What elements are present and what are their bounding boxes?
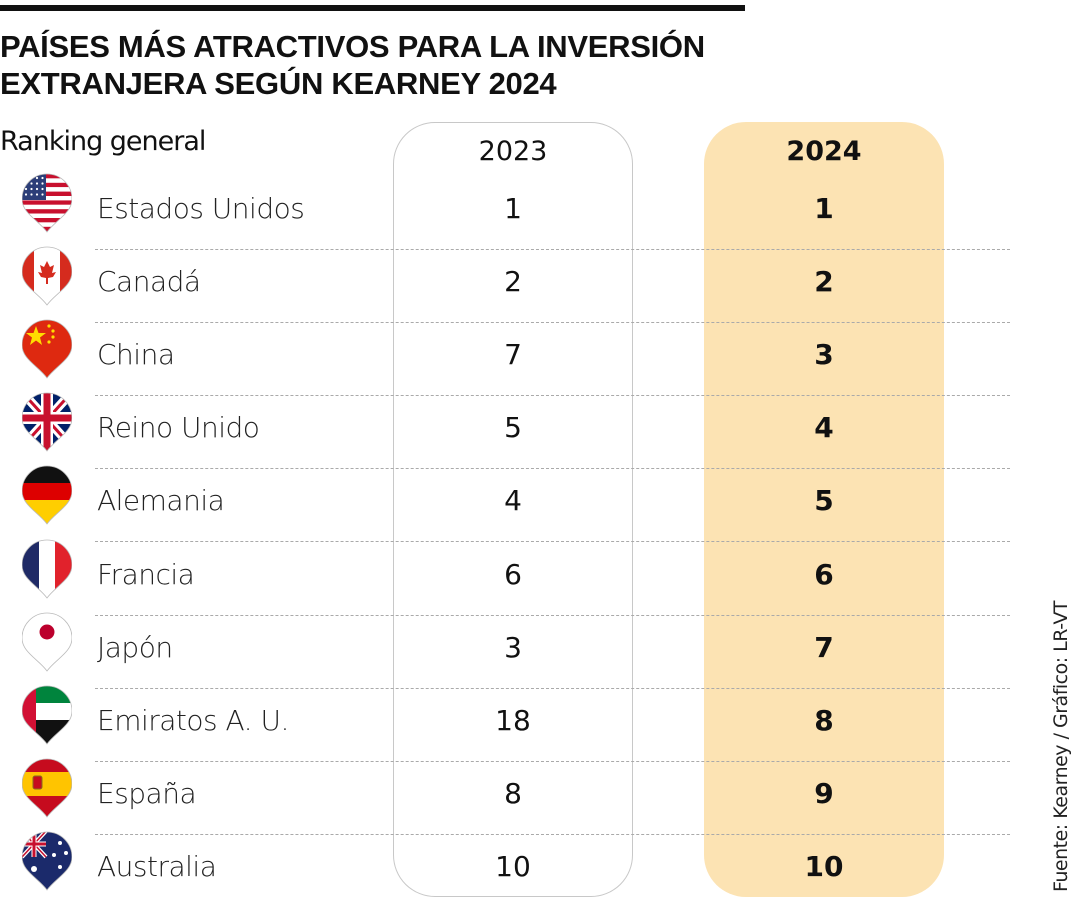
title-line-1: PAÍSES MÁS ATRACTIVOS PARA LA INVERSIÓN: [0, 29, 705, 64]
ca-flag-icon: [22, 246, 72, 306]
rank-2024: 10: [804, 849, 844, 883]
table-row: Francia 6 6: [0, 539, 1000, 616]
rank-2023: 4: [504, 484, 522, 518]
table-row: Estados Unidos 1 1: [0, 173, 1000, 250]
row-header: Ranking general: [0, 126, 206, 157]
title-line-2: EXTRANJERA SEGÚN KEARNEY 2024: [0, 66, 557, 101]
country-name: Canadá: [97, 265, 201, 299]
rank-2023: 5: [504, 411, 522, 445]
row-divider: [95, 468, 1010, 470]
row-divider: [95, 322, 1010, 324]
rank-2023: 10: [495, 849, 531, 883]
country-name: Emiratos A. U.: [97, 703, 289, 737]
country-name: China: [97, 338, 175, 372]
table-row: China 7 3: [0, 319, 1000, 396]
rank-2023: 8: [504, 776, 522, 810]
table-row: Alemania 4 5: [0, 466, 1000, 542]
row-divider: [95, 760, 1010, 762]
rank-2024: 5: [814, 484, 834, 518]
rank-2023: 3: [504, 630, 522, 664]
column-header-2023: 2023: [478, 136, 548, 167]
rank-2023: 6: [504, 557, 522, 591]
rank-2024: 3: [814, 338, 834, 372]
chart-title: PAÍSES MÁS ATRACTIVOS PARA LA INVERSIÓN …: [0, 28, 705, 102]
country-name: Reino Unido: [97, 411, 260, 445]
rank-2024: 2: [814, 265, 834, 299]
source-note: Fuente: Kearney / Gráfico: LR-VT: [1050, 600, 1072, 892]
rank-2023: 18: [495, 703, 531, 737]
column-2024-box: [704, 122, 944, 897]
row-divider: [95, 614, 1010, 616]
country-name: Francia: [97, 557, 195, 591]
cn-flag-icon: [22, 319, 72, 379]
au-flag-icon: [22, 831, 72, 891]
jp-flag-icon: [22, 612, 72, 672]
rank-2024: 4: [814, 411, 834, 445]
row-divider: [95, 541, 1010, 543]
country-name: Japón: [97, 630, 173, 664]
table-row: España 8 9: [0, 758, 1000, 835]
rank-2024: 8: [814, 703, 834, 737]
row-divider: [95, 833, 1010, 835]
table-row: Japón 3 7: [0, 612, 1000, 689]
country-name: Estados Unidos: [97, 192, 305, 225]
row-divider: [95, 249, 1010, 250]
top-rule: [0, 5, 745, 11]
rank-2024: 6: [814, 557, 834, 591]
table-row: Reino Unido 5 4: [0, 392, 1000, 469]
gb-flag-icon: [22, 392, 72, 452]
fr-flag-icon: [22, 539, 72, 599]
country-name: Australia: [97, 849, 217, 883]
de-flag-icon: [22, 466, 72, 526]
us-flag-icon: [22, 173, 72, 233]
rank-2024: 7: [814, 630, 834, 664]
table-row: Emiratos A. U. 18 8: [0, 685, 1000, 762]
ae-flag-icon: [22, 685, 72, 745]
table-row: Canadá 2 2: [0, 246, 1000, 323]
table-row: Australia 10 10: [0, 831, 1000, 908]
row-divider: [95, 395, 1010, 397]
es-flag-icon: [22, 758, 72, 818]
rank-2023: 2: [504, 265, 522, 299]
country-name: España: [97, 776, 197, 810]
rank-2024: 9: [814, 776, 834, 810]
row-divider: [95, 687, 1010, 689]
column-header-2024: 2024: [786, 136, 862, 167]
rank-2023: 7: [504, 338, 522, 372]
country-name: Alemania: [97, 484, 225, 518]
rank-2023: 1: [504, 192, 522, 225]
rank-2024: 1: [814, 192, 834, 225]
column-2023-box: [393, 122, 633, 897]
